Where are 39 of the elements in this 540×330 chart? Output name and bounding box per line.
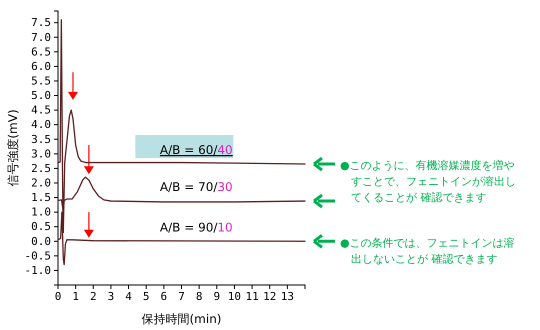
y-tick-label: -0.5: [24, 249, 51, 262]
x-tick-label: 13: [280, 290, 294, 303]
y-tick-label: 1.5: [31, 191, 51, 204]
y-tick-label: 5.5: [31, 74, 51, 88]
x-tick-label: 9: [213, 290, 220, 303]
y-tick-label: 7.0: [31, 30, 51, 44]
series-label: A/B = 90/10: [160, 220, 233, 234]
y-tick-label: 3.0: [31, 147, 51, 160]
x-tick-label: 4: [125, 290, 132, 303]
x-tick-label: 7: [178, 290, 185, 303]
y-tick-label: 3.5: [31, 132, 51, 146]
y-tick-label: 6.0: [31, 60, 51, 73]
text: ●このように、有機溶媒濃度を増やすことで、フェニトインが溶出してくることが 確認できます: [340, 159, 516, 204]
x-tick-label: 5: [142, 290, 150, 303]
x-tick-label: 11: [245, 290, 259, 303]
y-tick-label: 4.0: [31, 118, 51, 132]
x-tick-label: 10: [228, 290, 242, 303]
y-tick-label: 1.0: [31, 206, 51, 219]
x-tick-label: 1: [72, 290, 79, 303]
text: ●この条件では、フェニトインは溶出しないことが 確認できます: [340, 236, 515, 266]
y-tick-label: 4.5: [31, 104, 51, 117]
series-label: A/B = 60/40: [160, 143, 233, 158]
x-tick-label: 8: [196, 290, 202, 303]
y-tick-label: 2.0: [31, 176, 51, 190]
x-axis-title: 保持時間(min): [142, 312, 222, 326]
series-label: A/B = 70/30: [160, 180, 233, 194]
y-tick-label: 0.5: [31, 220, 51, 234]
y-axis-title: 信号強度(mV): [6, 109, 20, 187]
x-tick-label: 3: [108, 290, 114, 303]
x-tick-label: 6: [160, 290, 168, 303]
y-tick-label: 6.5: [31, 45, 51, 58]
y-tick-label: 7.5: [31, 16, 51, 30]
x-tick-label: 12: [263, 290, 276, 303]
x-tick-label: 2: [90, 290, 97, 303]
y-tick-label: 0.0: [31, 234, 51, 248]
y-tick-label: -1.0: [24, 264, 51, 277]
x-tick-label: 0: [54, 290, 62, 303]
y-tick-label: 5.0: [31, 89, 51, 102]
y-tick-label: 2.5: [31, 162, 51, 175]
